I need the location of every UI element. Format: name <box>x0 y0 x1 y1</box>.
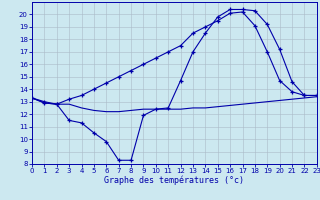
X-axis label: Graphe des températures (°c): Graphe des températures (°c) <box>104 176 244 185</box>
